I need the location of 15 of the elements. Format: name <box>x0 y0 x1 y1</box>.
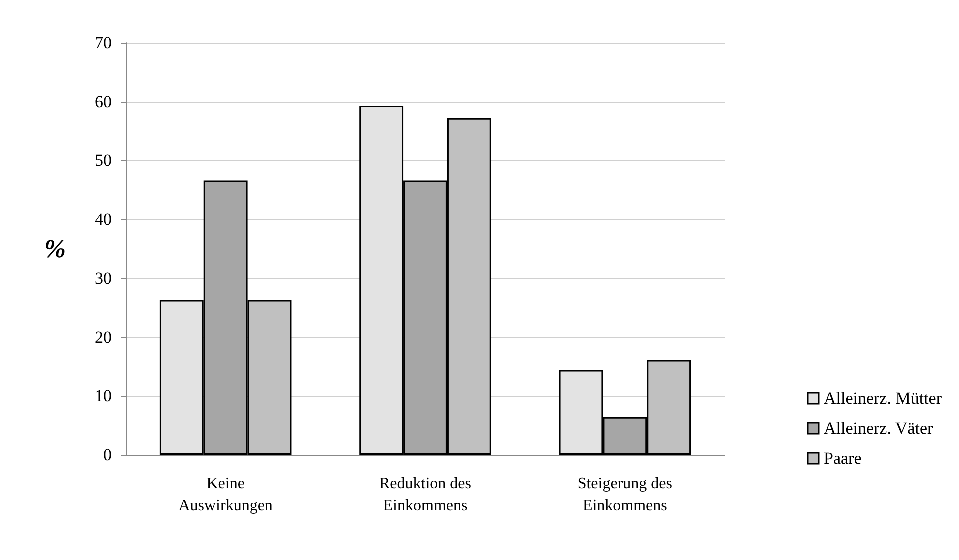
x-tick-label: Steigerung des Einkommens <box>578 476 672 514</box>
y-tick-label: 40 <box>95 210 112 230</box>
y-tick-label: 60 <box>95 92 112 112</box>
y-tick-label: 0 <box>104 446 112 464</box>
x-tick-label: Keine Auswirkungen <box>178 476 273 514</box>
y-tick-label: 30 <box>95 268 112 288</box>
legend-label: Alleinerz. Väter <box>824 419 934 438</box>
y-tick-label: 70 <box>95 34 112 52</box>
y-tick-label: 50 <box>95 151 112 170</box>
y-tick-label: 10 <box>95 386 112 406</box>
legend-label: Paare <box>824 449 862 468</box>
x-tick-label: Reduktion des Einkommens <box>380 476 472 514</box>
y-axis-title: % <box>44 234 66 264</box>
y-tick-label: 20 <box>95 328 112 347</box>
legend-label: Alleinerz. Mütter <box>824 389 942 408</box>
